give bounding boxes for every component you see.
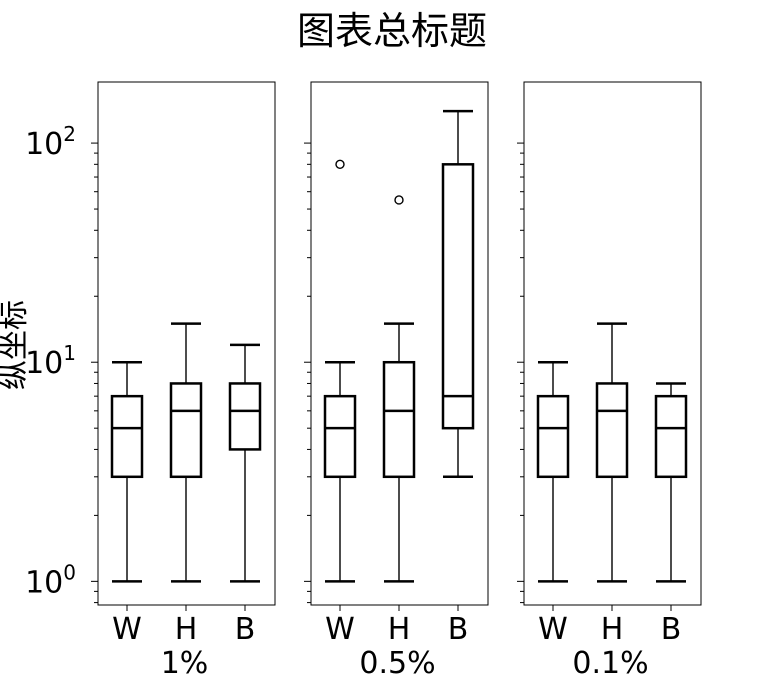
box-iqr: [654, 394, 688, 479]
panel-label: 1%: [161, 646, 209, 680]
box-w: [110, 360, 144, 583]
x-tick-label: H: [175, 612, 198, 647]
box-iqr: [110, 394, 144, 479]
box-b: [654, 382, 688, 583]
outlier-point: [394, 195, 404, 205]
x-tick-label: B: [448, 612, 469, 647]
box-iqr: [441, 163, 475, 430]
box-iqr: [228, 382, 262, 451]
box-b: [228, 343, 262, 583]
outlier-point: [335, 159, 345, 170]
box-iqr: [536, 394, 570, 479]
panel-label: 0.5%: [359, 646, 435, 680]
y-axis-label: 纵坐标: [0, 300, 32, 390]
box-w: [536, 360, 570, 583]
box-iqr: [323, 394, 357, 479]
box-h: [169, 322, 203, 583]
panel-3: W H B 0.1%: [517, 81, 702, 680]
box-iqr: [595, 382, 629, 479]
box-h: [382, 195, 416, 583]
panel-label: 0.1%: [572, 646, 648, 680]
y-tick-label: 102: [25, 122, 76, 162]
y-tick-label: 100: [25, 560, 76, 600]
y-tick-label: 101: [25, 341, 76, 381]
x-tick-label: W: [112, 612, 142, 647]
box-iqr: [382, 360, 416, 479]
x-tick-label: W: [538, 612, 568, 647]
x-tick-label: B: [661, 612, 682, 647]
box-w: [323, 159, 357, 583]
panel-2: W H B 0.5%: [304, 81, 489, 680]
box-iqr: [169, 382, 203, 479]
x-tick-label: H: [388, 612, 411, 647]
x-tick-label: W: [325, 612, 355, 647]
box-h: [595, 322, 629, 583]
panel-1: 100 101 102 W H B 1%: [25, 81, 276, 680]
chart-title: 图表总标题: [297, 9, 487, 53]
x-tick-label: B: [235, 612, 256, 647]
x-tick-label: H: [601, 612, 624, 647]
box-b: [441, 109, 475, 479]
